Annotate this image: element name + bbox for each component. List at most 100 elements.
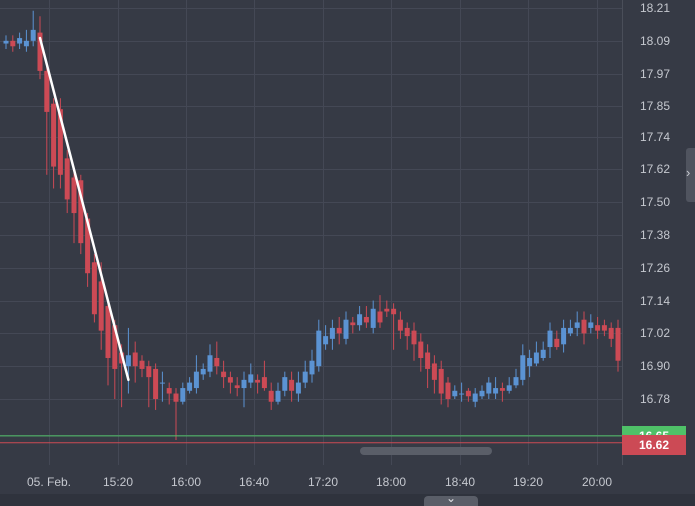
candle-body [207, 355, 213, 372]
price-tick-label: 17.74 [640, 129, 671, 144]
candle-body [438, 368, 444, 394]
candle-body [146, 366, 152, 378]
candle-body [248, 374, 254, 383]
candle-body [472, 393, 478, 402]
candle-body [132, 352, 138, 367]
candle-body [323, 336, 329, 345]
candle-body [370, 308, 376, 328]
candle-body [221, 371, 227, 378]
time-tick-label: 16:00 [170, 475, 202, 489]
candle-body [452, 390, 458, 397]
time-tick-label: 16:40 [238, 475, 270, 489]
candle-body [506, 385, 512, 391]
candle-body [425, 352, 431, 369]
time-tick-label: 05. Feb. [26, 475, 72, 489]
candle-body [499, 388, 505, 391]
price-tick-label: 17.14 [640, 293, 671, 308]
chevron-down-icon: ⌄ [446, 491, 457, 505]
candle-body [581, 319, 587, 334]
price-tick-label: 17.02 [640, 326, 671, 341]
candle-body [486, 382, 492, 394]
candle-body [187, 382, 193, 391]
candle-body [411, 330, 417, 345]
candle-body [173, 393, 179, 402]
candle-body [540, 349, 546, 358]
candle-body [44, 70, 50, 112]
candle-body [384, 308, 390, 312]
candle-body [275, 390, 281, 402]
bottom-panel-toggle[interactable]: ⌄ [424, 492, 478, 506]
candle-body [615, 327, 621, 361]
candle-body [309, 360, 315, 375]
candle-body [227, 377, 233, 383]
candle-body [153, 368, 159, 399]
candle-body [282, 377, 288, 391]
current-price-badge: 16.62 [622, 434, 686, 455]
candle-body [261, 377, 267, 389]
candle-body [289, 379, 295, 391]
candle-body [234, 385, 240, 389]
candle-body [391, 308, 397, 315]
candle-body [193, 371, 199, 389]
candle-body [357, 314, 363, 326]
trend-line [38, 36, 130, 382]
candle-body [105, 306, 111, 358]
time-axis[interactable]: 05. Feb. 15:20 16:00 16:40 17:20 18:00 18:40 19… [0, 465, 622, 495]
candle-body [78, 180, 84, 244]
candle-body [404, 327, 410, 337]
candle-body [595, 325, 601, 331]
candle-body [10, 40, 16, 47]
time-tick-label: 17:20 [307, 475, 339, 489]
candle-body [567, 327, 573, 334]
candle-body [166, 388, 172, 394]
candle-body [71, 177, 77, 214]
candle-body [91, 262, 97, 315]
candle-body [397, 319, 403, 331]
side-panel-toggle[interactable]: › [686, 148, 695, 202]
candle-body [30, 29, 36, 41]
bottom-bar [0, 494, 695, 506]
candle-body [608, 327, 614, 339]
candle-body [64, 158, 70, 200]
candle-body [554, 338, 560, 348]
candle-body [493, 388, 499, 394]
horizontal-scrollbar[interactable] [360, 447, 492, 455]
candle-body [37, 32, 43, 71]
candle-body [85, 218, 91, 274]
time-tick-label: 18:00 [375, 475, 407, 489]
price-tick-label: 17.38 [640, 227, 671, 242]
price-tick-label: 17.50 [640, 195, 671, 210]
candle-body [363, 316, 369, 323]
time-tick-label: 20:00 [581, 475, 613, 489]
candle-body [574, 322, 580, 328]
candle-body [588, 322, 594, 328]
candle-body [125, 355, 131, 367]
price-tick-label: 18.21 [640, 1, 671, 15]
candle-body [418, 341, 424, 358]
price-tick-label: 16.78 [640, 392, 671, 406]
candlestick-chart[interactable] [0, 0, 622, 465]
candle-body [479, 390, 485, 397]
candle-body [445, 382, 451, 399]
time-tick-label: 15:20 [102, 475, 134, 489]
price-tick-label: 17.97 [640, 66, 671, 81]
price-tick-label: 18.09 [640, 33, 671, 48]
candle-body [159, 382, 165, 384]
candle-body [3, 40, 9, 44]
candle-body [255, 379, 261, 383]
time-tick-label: 18:40 [444, 475, 476, 489]
price-tick-label: 17.62 [640, 162, 671, 177]
candle-body [98, 281, 104, 331]
candle-body [241, 379, 247, 389]
candle-body [295, 382, 301, 394]
candle-body [329, 327, 335, 339]
chart-area[interactable] [0, 0, 622, 465]
candle-body [520, 355, 526, 380]
candle-body [23, 40, 29, 47]
candle-body [336, 327, 342, 334]
candle-body [139, 360, 145, 369]
price-tick-label: 16.90 [640, 359, 671, 374]
candle-body [459, 393, 465, 395]
candle-body [200, 368, 206, 375]
price-axis[interactable]: 18.21 18.09 17.97 17.85 17.74 17.62 17.50 17.38… [622, 0, 695, 465]
